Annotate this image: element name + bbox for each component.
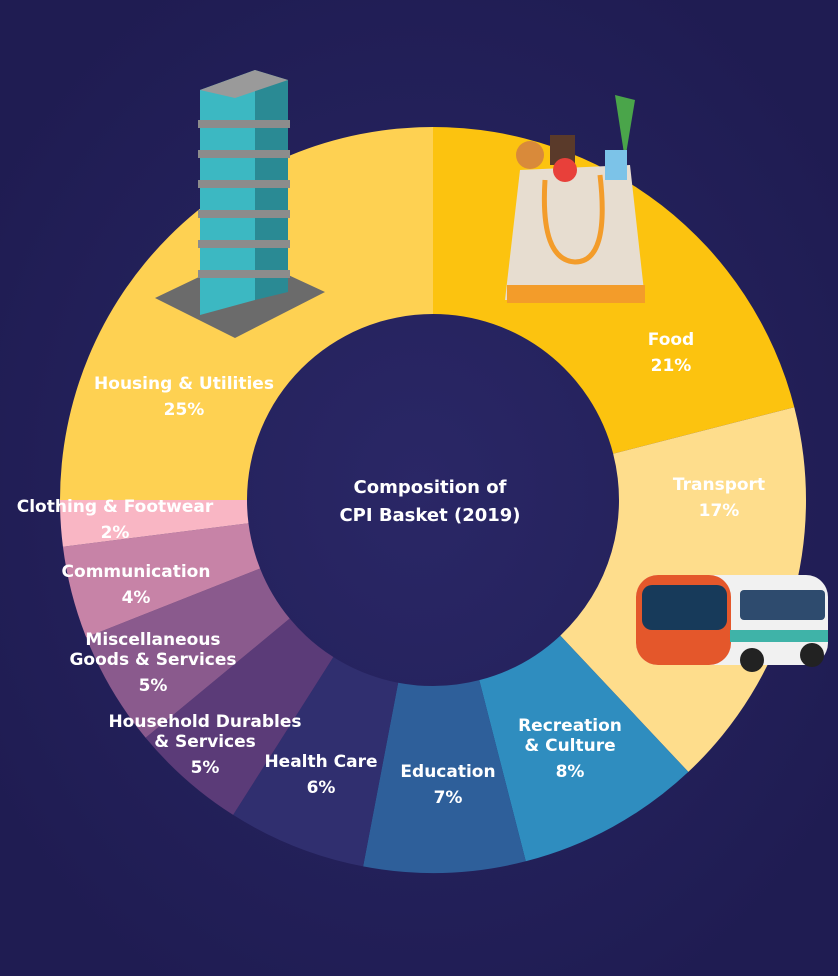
donut-slice <box>86 568 290 738</box>
category-name: Food <box>647 330 695 350</box>
value-label: 4% <box>121 588 151 608</box>
slice-label: Communication 4% <box>51 562 221 608</box>
slice-label: Clothing & Footwear 2% <box>15 497 215 543</box>
slice-label: Recreation & Culture 8% <box>515 716 625 782</box>
grocery-bag-icon <box>505 95 645 303</box>
donut-slice <box>233 657 399 867</box>
donut-slice <box>62 523 261 638</box>
category-name: Transport <box>672 475 766 495</box>
slice-label: Health Care 6% <box>256 752 386 798</box>
slice-label: Household Durables & Services 5% <box>105 712 305 778</box>
category-name: Housing & Utilities <box>94 374 274 394</box>
slice-label: Food 21% <box>611 330 731 376</box>
category-name: Household Durables & Services <box>108 712 302 752</box>
value-label: 5% <box>190 758 220 778</box>
category-name: Clothing & Footwear <box>16 497 214 517</box>
value-label: 2% <box>100 523 130 543</box>
donut-slice <box>363 680 526 873</box>
value-label: 17% <box>698 501 740 521</box>
slice-label: Housing & Utilities 25% <box>84 374 284 420</box>
chart-title: Composition of CPI Basket (2019) <box>339 477 521 526</box>
value-label: 8% <box>555 762 585 782</box>
category-name: Recreation & Culture <box>518 716 622 756</box>
category-name: Health Care <box>264 752 378 772</box>
donut-slice <box>479 635 689 862</box>
category-name: Education <box>400 762 496 782</box>
category-name: Miscellaneous Goods & Services <box>69 630 237 670</box>
building-icon <box>155 70 325 338</box>
value-label: 7% <box>433 788 463 808</box>
slice-label: Miscellaneous Goods & Services 5% <box>53 630 253 696</box>
category-name: Communication <box>61 562 211 582</box>
value-label: 21% <box>650 356 692 376</box>
value-label: 6% <box>306 778 336 798</box>
donut-slice <box>145 618 334 815</box>
donut-slice <box>60 500 249 547</box>
bus-icon <box>636 575 828 672</box>
slice-label: Education 7% <box>383 762 513 808</box>
value-label: 25% <box>163 400 205 420</box>
value-label: 5% <box>138 676 168 696</box>
slice-label: Transport 17% <box>649 475 789 521</box>
